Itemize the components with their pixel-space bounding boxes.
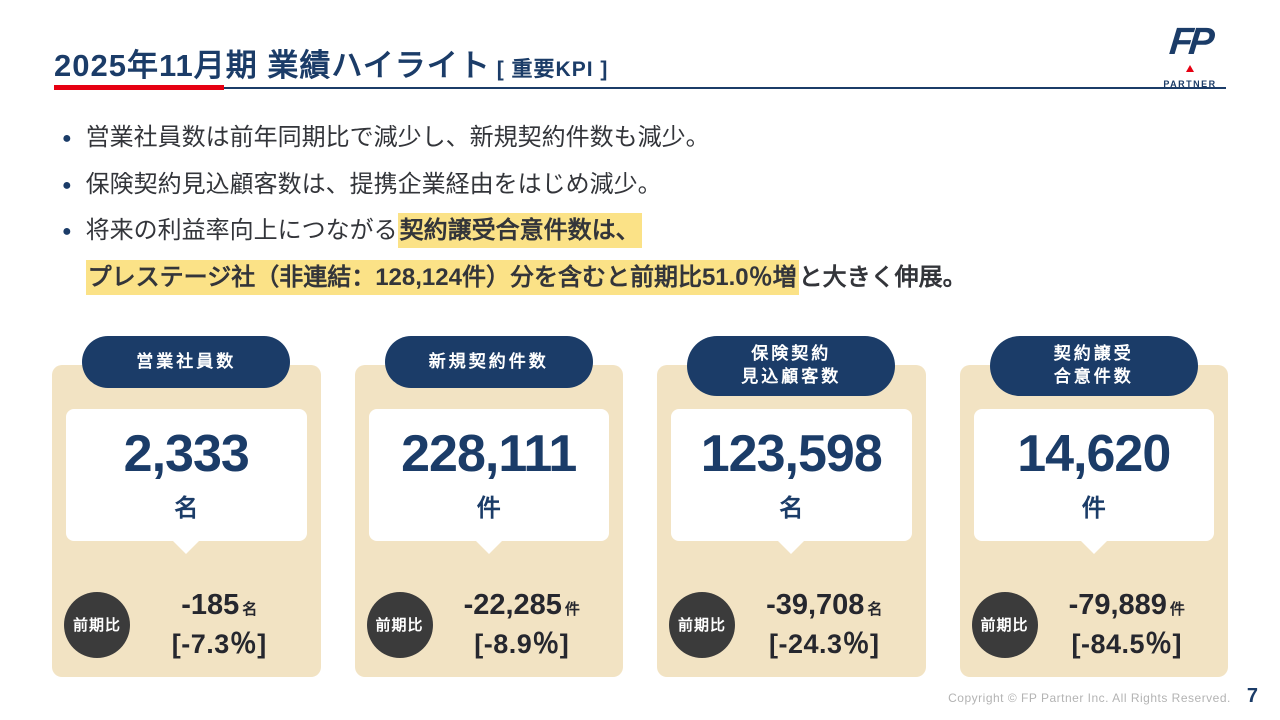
kpi-change-value: -39,708	[766, 588, 865, 621]
kpi-value-box: 14,620 件	[973, 409, 1214, 554]
bullet-3-line-2: ● プレステージ社（非連結：128,124件）分を含むと前期比51.0％増と大き…	[62, 260, 1240, 296]
kpi-label-line: 新規契約件数	[428, 351, 549, 371]
kpi-change-unit: 名	[242, 600, 258, 618]
kpi-comparison: 前期比 -39,708 名 [-24.3％]	[669, 589, 914, 661]
logo-text: FP	[1167, 21, 1213, 63]
kpi-change-percent: [-24.3％]	[768, 629, 880, 659]
bullet-2: ● 保険契約見込顧客数は、提携企業経由をはじめ減少。	[62, 169, 1240, 201]
footer: Copyright © FP Partner Inc. All Rights R…	[948, 685, 1258, 708]
bullet-3-highlight-2: プレステージ社（非連結：128,124件）分を含むと前期比51.0％増	[85, 260, 799, 296]
copyright: Copyright © FP Partner Inc. All Rights R…	[948, 691, 1231, 705]
bullet-3-line-1-text: 将来の利益率向上につながる契約譲受合意件数は、	[85, 213, 642, 249]
kpi-unit: 件	[1081, 494, 1106, 522]
kpi-card-label: 契約譲受 合意件数	[989, 336, 1198, 396]
bullet-3-normal-text: 将来の利益率向上につながる	[85, 217, 398, 245]
kpi-label-line: 契約譲受	[1053, 344, 1134, 363]
kpi-change-percent: [-7.3％]	[171, 629, 267, 659]
kpi-label-line: 保険契約	[751, 344, 832, 363]
kpi-value-box: 123,598 名	[671, 409, 912, 554]
kpi-comparison: 前期比 -22,285 件 [-8.9％]	[366, 589, 612, 661]
bullet-icon: ●	[62, 176, 72, 194]
kpi-change-amount: -79,889 件	[1038, 589, 1217, 622]
title-underline-navy	[224, 86, 1226, 89]
prior-period-badge: 前期比	[669, 591, 735, 658]
kpi-card-sales-staff: 営業社員数 2,333 名 前期比 -185 名 [-7.3％]	[52, 336, 321, 677]
kpi-change: -79,889 件 [-84.5％]	[1038, 589, 1217, 661]
logo-red-triangle-icon	[1186, 65, 1194, 73]
kpi-change-amount: -185 名	[130, 589, 309, 622]
kpi-unit: 名	[174, 494, 199, 522]
kpi-change-percent: [-84.5％]	[1071, 629, 1183, 659]
kpi-change-unit: 件	[564, 600, 580, 618]
kpi-change-value: -22,285	[463, 588, 562, 621]
kpi-card-transferred-agreements: 契約譲受 合意件数 14,620 件 前期比 -79,889 件 [-84.5％]	[959, 336, 1228, 677]
prior-period-badge: 前期比	[971, 591, 1038, 658]
kpi-change: -185 名 [-7.3％]	[130, 589, 309, 661]
kpi-change-value: -79,889	[1068, 588, 1167, 621]
kpi-change-amount: -22,285 件	[433, 589, 612, 622]
prior-period-badge: 前期比	[64, 591, 130, 658]
page-title: 2025年11月期 業績ハイライト	[54, 48, 491, 83]
kpi-card-label: 保険契約 見込顧客数	[687, 336, 896, 396]
title-underline-red	[54, 85, 224, 90]
logo-subtext: PARTNER	[1163, 79, 1217, 90]
title-underline	[54, 85, 1226, 90]
kpi-value: 228,111	[401, 424, 577, 483]
kpi-unit: 名	[779, 494, 804, 522]
page-subtitle: [ 重要KPI ]	[496, 58, 609, 81]
value-box-pointer	[474, 540, 503, 554]
bullet-3-normal-text-2: と大きく伸展。	[798, 264, 967, 292]
kpi-card-label: 営業社員数	[82, 336, 291, 388]
kpi-value: 14,620	[1017, 424, 1171, 483]
kpi-change: -22,285 件 [-8.9％]	[433, 589, 612, 661]
value-box-pointer	[777, 540, 806, 554]
kpi-label-line: 営業社員数	[136, 351, 237, 371]
kpi-label-line: 合意件数	[1053, 366, 1134, 386]
page-number: 7	[1246, 685, 1258, 707]
kpi-change-unit: 件	[1169, 600, 1185, 618]
kpi-value: 123,598	[700, 424, 883, 483]
kpi-comparison: 前期比 -79,889 件 [-84.5％]	[971, 589, 1217, 661]
kpi-comparison: 前期比 -185 名 [-7.3％]	[64, 589, 309, 661]
bullet-2-text: 保険契約見込顧客数は、提携企業経由をはじめ減少。	[85, 170, 662, 198]
bullet-3-line-2-text: プレステージ社（非連結：128,124件）分を含むと前期比51.0％増と大きく伸…	[85, 260, 967, 296]
bullet-3-line-1: ● 将来の利益率向上につながる契約譲受合意件数は、	[62, 213, 1240, 249]
kpi-change-percent: [-8.9％]	[474, 629, 570, 659]
header: 2025年11月期 業績ハイライト [ 重要KPI ]	[54, 40, 608, 85]
bullet-icon: ●	[62, 223, 72, 241]
kpi-change-unit: 名	[867, 600, 883, 618]
kpi-value-box: 2,333 名	[66, 409, 307, 554]
bullet-1-text: 営業社員数は前年同期比で減少し、新規契約件数も減少。	[85, 124, 710, 151]
kpi-change: -39,708 名 [-24.3％]	[735, 589, 914, 661]
kpi-label-line: 見込顧客数	[741, 366, 842, 386]
value-box-pointer	[172, 540, 201, 554]
bullet-1: ● 営業社員数は前年同期比で減少し、新規契約件数も減少。	[62, 122, 1240, 154]
kpi-card-label: 新規契約件数	[384, 336, 593, 388]
kpi-value: 2,333	[123, 424, 250, 483]
kpi-card-prospective-customers: 保険契約 見込顧客数 123,598 名 前期比 -39,708 名 [-24.3…	[657, 336, 926, 677]
kpi-value-box: 228,111 件	[368, 409, 609, 554]
bullet-3-highlight-1: 契約譲受合意件数は、	[397, 213, 642, 249]
prior-period-badge: 前期比	[366, 591, 433, 658]
kpi-change-value: -185	[181, 588, 240, 621]
kpi-card-new-contracts: 新規契約件数 228,111 件 前期比 -22,285 件 [-8.9％]	[354, 336, 623, 677]
highlights-list: ● 営業社員数は前年同期比で減少し、新規契約件数も減少。 ● 保険契約見込顧客数…	[62, 122, 1240, 309]
kpi-unit: 件	[476, 494, 501, 522]
value-box-pointer	[1079, 540, 1108, 554]
kpi-cards: 営業社員数 2,333 名 前期比 -185 名 [-7.3％] 新規契約件数 2…	[52, 336, 1228, 677]
kpi-change-amount: -39,708 名	[735, 589, 914, 622]
fp-partner-logo: FP PARTNER	[1152, 21, 1228, 90]
bullet-icon: ●	[62, 130, 72, 147]
